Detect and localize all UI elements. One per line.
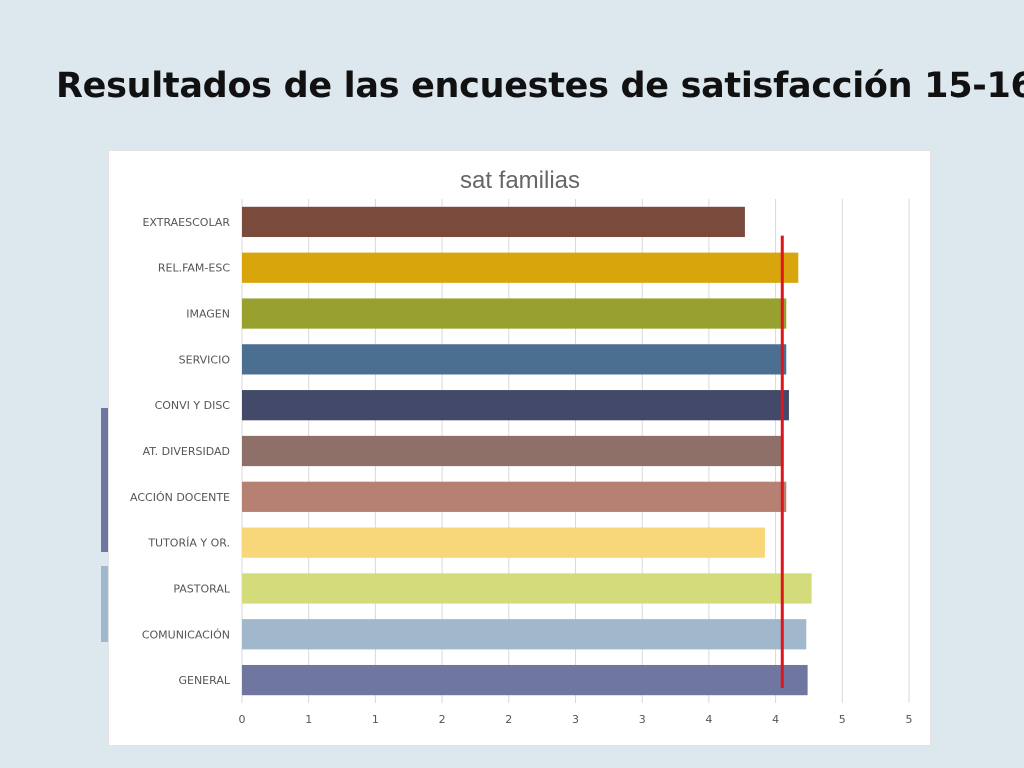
category-label: IMAGEN xyxy=(186,308,230,321)
x-tick-label: 0 xyxy=(239,713,246,726)
category-label: CONVI Y DISC xyxy=(155,399,231,412)
x-tick-label: 3 xyxy=(572,713,579,726)
bars xyxy=(242,206,812,696)
bar xyxy=(242,206,745,238)
chart-title: sat familias xyxy=(460,167,580,194)
bar-chart: sat familias EXTRAESCOLAR REL.FAM-ESC IMAG… xyxy=(130,167,913,726)
category-label: SERVICIO xyxy=(179,353,231,366)
category-label: EXTRAESCOLAR xyxy=(142,216,230,229)
category-labels: EXTRAESCOLAR REL.FAM-ESC IMAGEN SERVICIO CON… xyxy=(130,216,231,687)
bar xyxy=(242,435,784,467)
category-label: TUTORÍA Y OR. xyxy=(147,537,230,550)
x-tick-labels: 0 1 1 2 2 3 3 4 4 5 5 xyxy=(239,713,913,726)
side-decoration-bar xyxy=(101,566,108,642)
chart-panel: sat familias EXTRAESCOLAR REL.FAM-ESC IMAG… xyxy=(108,150,931,746)
bar xyxy=(242,573,812,604)
category-label: COMUNICACIÓN xyxy=(142,628,230,641)
side-decoration-bar xyxy=(101,408,108,552)
category-label: GENERAL xyxy=(178,674,230,687)
bar xyxy=(242,298,787,329)
bar xyxy=(242,252,799,283)
x-tick-label: 5 xyxy=(906,713,913,726)
x-tick-label: 1 xyxy=(305,713,312,726)
x-tick-label: 4 xyxy=(705,713,712,726)
x-tick-label: 3 xyxy=(639,713,646,726)
bar xyxy=(242,481,787,512)
category-label: REL.FAM-ESC xyxy=(158,262,230,275)
bar xyxy=(242,344,787,375)
category-label: PASTORAL xyxy=(173,582,231,595)
slide-title: Resultados de las encuestes de satisfacc… xyxy=(56,66,1024,106)
x-tick-label: 1 xyxy=(372,713,379,726)
category-label: AT. DIVERSIDAD xyxy=(143,445,230,458)
x-tick-label: 4 xyxy=(772,713,779,726)
x-tick-label: 2 xyxy=(505,713,512,726)
bar xyxy=(242,664,808,696)
bar xyxy=(242,390,789,421)
x-tick-label: 2 xyxy=(439,713,446,726)
category-label: ACCIÓN DOCENTE xyxy=(130,491,230,504)
bar xyxy=(242,527,765,558)
x-tick-label: 5 xyxy=(839,713,846,726)
bar xyxy=(242,619,807,650)
